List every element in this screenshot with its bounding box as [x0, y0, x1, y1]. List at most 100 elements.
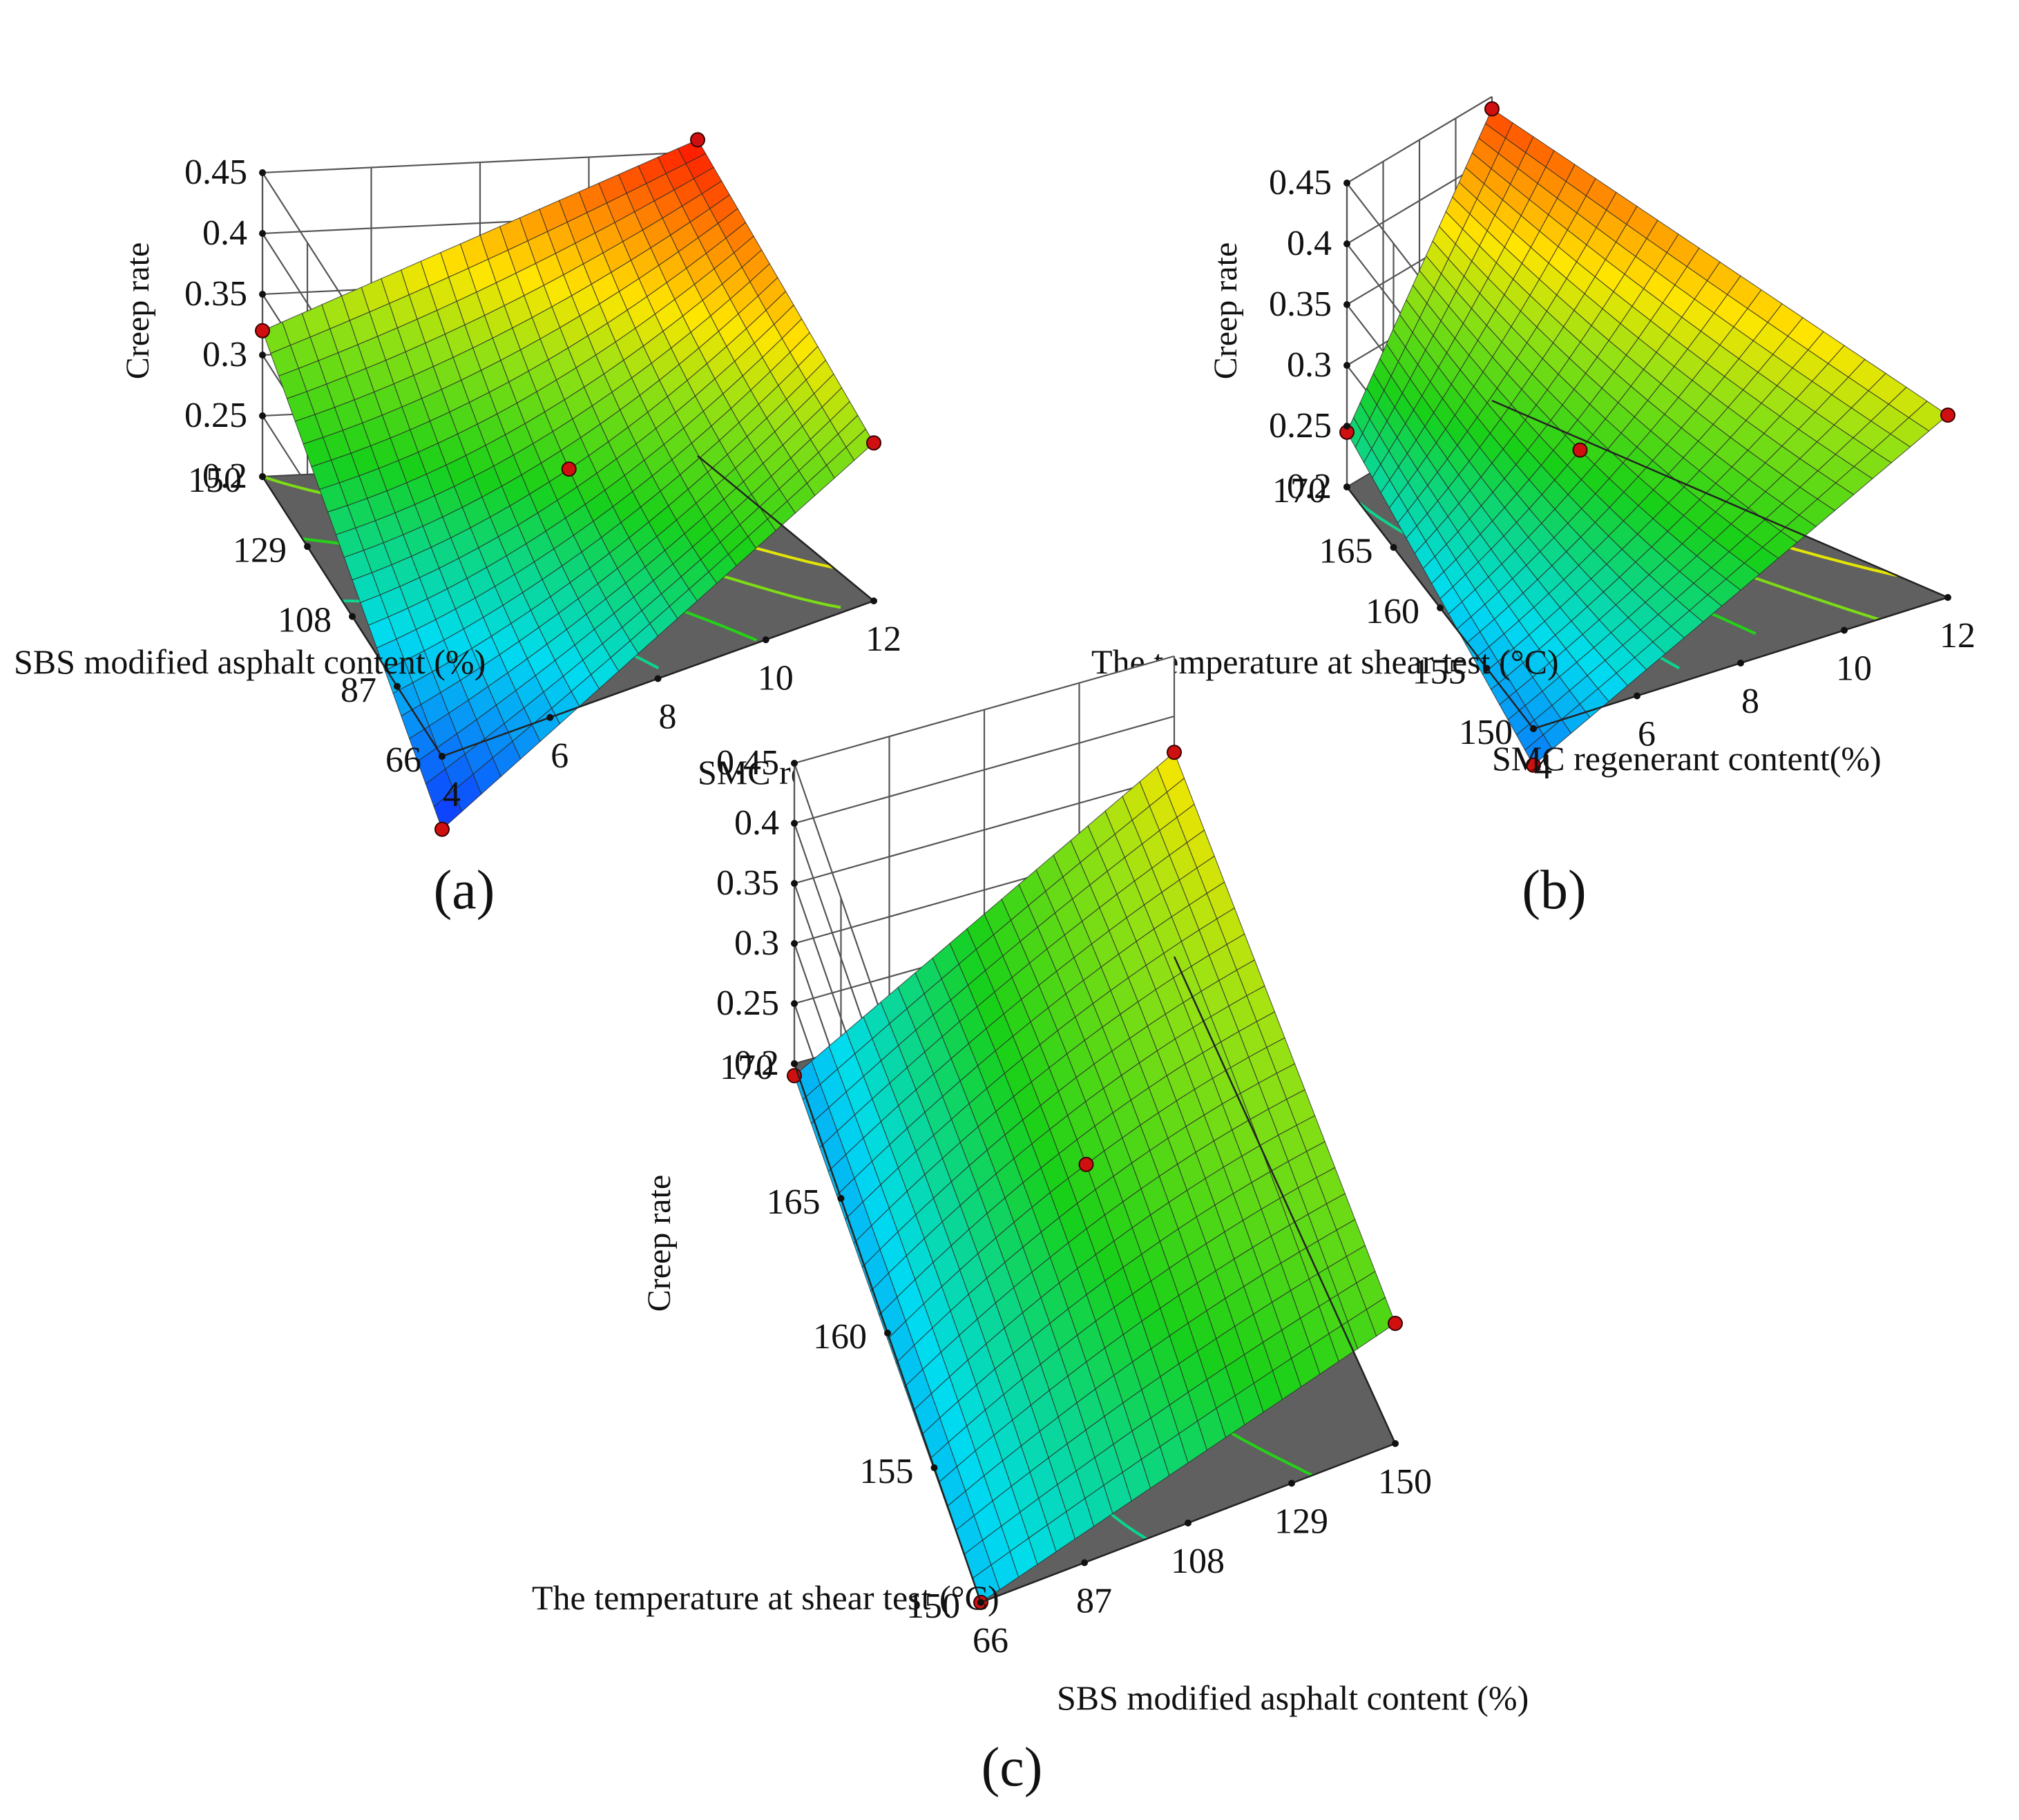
y-tick-label: 155	[860, 1452, 914, 1491]
x-tick-label: 12	[865, 620, 901, 659]
x-tick-label: 150	[1378, 1462, 1432, 1502]
design-point	[1526, 757, 1541, 773]
response-surface	[794, 751, 1396, 1603]
design-point	[690, 132, 705, 148]
z-tick	[1343, 362, 1350, 369]
y-tick	[884, 1330, 891, 1337]
design-point	[561, 461, 577, 477]
design-point	[1388, 1316, 1403, 1331]
z-tick	[1343, 301, 1350, 308]
design-points	[255, 132, 881, 837]
x-tick	[1737, 660, 1744, 667]
z-tick	[791, 760, 798, 767]
design-point	[434, 821, 450, 837]
y-tick-label: 108	[278, 601, 332, 640]
x-tick	[546, 713, 554, 721]
y-tick-label: 66	[385, 740, 421, 780]
z-tick	[259, 412, 266, 419]
right-edge	[1173, 956, 1397, 1444]
x-tick-label: 108	[1171, 1542, 1225, 1581]
x-tick	[1185, 1520, 1192, 1526]
x-tick	[1944, 594, 1951, 601]
z-axis-label: Creep rate	[641, 1175, 678, 1312]
z-tick	[259, 169, 266, 176]
z-tick-label: 0.3	[734, 923, 779, 963]
x-tick-label: 66	[973, 1621, 1008, 1660]
y-tick	[1483, 664, 1491, 672]
y-tick-label: 129	[233, 530, 287, 570]
right-edge	[697, 455, 874, 602]
x-tick	[870, 597, 877, 604]
x-tick-label: 6	[551, 736, 568, 776]
design-point	[1078, 1156, 1094, 1172]
y-tick	[1530, 725, 1537, 732]
caption-b: (b)	[1522, 860, 1586, 921]
right-edge	[1491, 399, 1949, 599]
z-tick-label: 0.45	[716, 743, 779, 783]
z-tick	[791, 1060, 798, 1067]
caption-a: (a)	[434, 860, 495, 921]
z-tick-label: 0.35	[716, 863, 779, 903]
y-tick	[1437, 604, 1444, 611]
y-tick-label: 150	[1459, 713, 1513, 752]
z-axis-label: Creep rate	[119, 242, 156, 380]
z-tick	[259, 230, 266, 237]
x-tick-label: 87	[1076, 1582, 1112, 1621]
design-point	[1167, 745, 1182, 760]
x-tick	[1392, 1440, 1399, 1447]
x-axis-label: SBS modified asphalt content (%)	[1057, 1678, 1529, 1717]
z-tick-label: 0.4	[1287, 224, 1332, 263]
z-tick-label: 0.3	[202, 335, 247, 374]
design-point	[866, 435, 881, 451]
x-tick	[762, 636, 769, 644]
z-tick-label: 0.25	[184, 396, 247, 435]
panel-c: 66871081291501501551601651700.20.250.30.…	[532, 655, 1529, 1717]
design-points	[1339, 101, 1955, 773]
y-tick	[304, 543, 311, 550]
y-tick	[977, 1599, 984, 1606]
response-surface	[1346, 108, 1949, 766]
x-tick	[1288, 1479, 1295, 1487]
x-tick	[1081, 1559, 1088, 1567]
y-tick	[439, 753, 446, 760]
z-tick	[1343, 180, 1350, 186]
surface-cell	[433, 789, 463, 830]
x-tick	[1841, 626, 1848, 634]
y-tick-label: 160	[813, 1317, 867, 1357]
x-tick-label: 8	[1741, 682, 1759, 721]
surface-cell	[1524, 734, 1553, 766]
z-tick	[1343, 240, 1350, 247]
z-tick-label: 0.45	[1269, 163, 1332, 202]
y-tick-label: 170	[720, 1048, 774, 1087]
y-tick	[837, 1195, 845, 1202]
x-tick	[1634, 692, 1640, 700]
z-tick	[791, 820, 798, 827]
z-tick-label: 0.25	[1269, 406, 1332, 446]
x-tick-label: 10	[758, 658, 794, 698]
design-point	[1572, 442, 1588, 458]
y-tick-label: 150	[188, 461, 242, 500]
z-tick-label: 0.2	[1287, 467, 1332, 506]
z-tick-label: 0.4	[202, 213, 247, 253]
z-tick	[259, 352, 266, 358]
y-tick	[394, 682, 401, 690]
x-tick-label: 129	[1274, 1502, 1328, 1542]
z-tick-label: 0.2	[734, 1044, 779, 1083]
response-surface	[262, 139, 874, 830]
y-tick-label: 155	[1413, 653, 1466, 692]
z-tick-label: 0.3	[1287, 345, 1332, 385]
z-tick	[259, 291, 266, 298]
z-tick-label: 0.2	[202, 457, 247, 496]
y-tick-label: 150	[906, 1587, 960, 1626]
y-tick-label: 170	[1272, 471, 1326, 510]
y-axis-label: The temperature at shear test (°C)	[532, 1578, 999, 1617]
x-tick-label: 10	[1836, 649, 1872, 689]
design-point	[255, 323, 270, 338]
y-tick-label: 160	[1366, 592, 1419, 631]
z-tick-label: 0.35	[184, 274, 247, 314]
z-tick	[791, 1000, 798, 1007]
y-tick	[349, 613, 356, 620]
